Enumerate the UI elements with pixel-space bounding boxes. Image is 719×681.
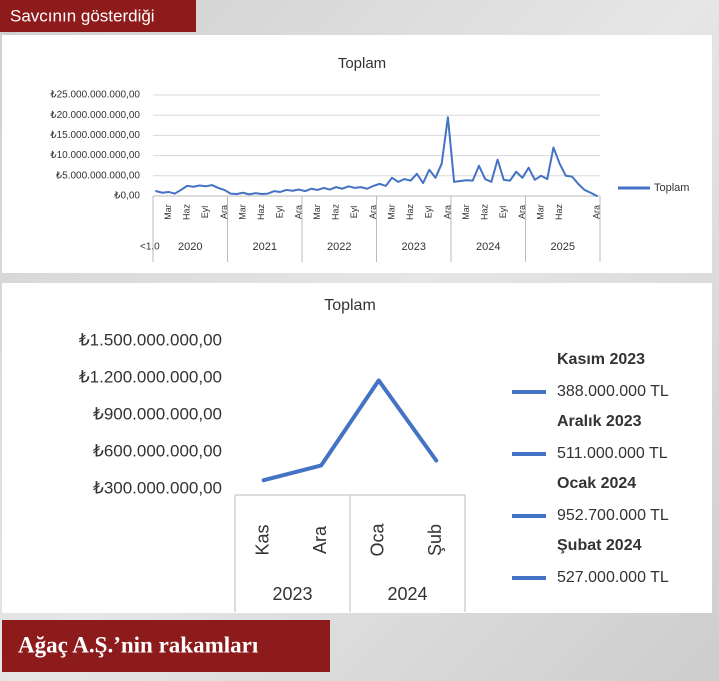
legend-label: 511.000.000 TL xyxy=(557,445,668,462)
footer-tag: Ağaç A.Ş.’nin rakamları xyxy=(18,632,259,657)
x-tick-label: Mar xyxy=(237,204,247,220)
x-group-label: 2024 xyxy=(476,241,500,253)
header-tag: Savcının gösterdiği xyxy=(10,6,155,25)
x-tick-label: Eyl xyxy=(349,206,359,219)
x-tick-label: Mar xyxy=(386,204,396,220)
x-tick-label: Mar xyxy=(163,204,173,220)
legend-label: 388.000.000 TL xyxy=(557,383,669,400)
x-tick-label: Kas xyxy=(253,524,273,555)
data-line xyxy=(261,378,439,483)
x-group-label: 2023 xyxy=(272,584,312,604)
y-tick-label: ₺5.000.000.000,00 xyxy=(56,170,141,181)
x-note: <1.0 xyxy=(140,242,160,253)
x-tick-label: Ara xyxy=(517,205,527,219)
x-tick-label: Haz xyxy=(554,204,564,221)
x-tick-label: Haz xyxy=(331,204,341,221)
x-tick-label: Mar xyxy=(461,204,471,220)
y-tick-label: ₺600.000.000,00 xyxy=(93,441,222,460)
x-tick-label: Ara xyxy=(368,205,378,219)
chart-title: Toplam xyxy=(324,297,376,314)
legend-title: Aralık 2023 xyxy=(557,413,642,430)
legend-label: Toplam xyxy=(654,182,689,194)
x-tick-label: Eyl xyxy=(275,206,285,219)
x-group-label: 2020 xyxy=(178,241,202,253)
x-tick-label: Eyl xyxy=(200,206,210,219)
y-tick-label: ₺900.000.000,00 xyxy=(93,404,222,423)
x-tick-label: Haz xyxy=(405,204,415,221)
data-line xyxy=(155,116,598,197)
tag-box xyxy=(0,0,196,32)
x-group-label: 2023 xyxy=(402,241,426,253)
x-group-label: 2025 xyxy=(551,241,575,253)
x-tick-label: Haz xyxy=(256,204,266,221)
y-tick-label: ₺300.000.000,00 xyxy=(93,478,222,497)
y-tick-label: ₺0,00 xyxy=(114,191,140,202)
panel xyxy=(2,35,712,273)
y-tick-label: ₺10.000.000.000,00 xyxy=(50,150,140,161)
x-tick-label: Mar xyxy=(312,204,322,220)
y-tick-label: ₺15.000.000.000,00 xyxy=(50,130,140,141)
y-tick-label: ₺20.000.000.000,00 xyxy=(50,110,140,121)
legend-title: Kasım 2023 xyxy=(557,351,645,368)
x-tick-label: Mar xyxy=(535,204,545,220)
x-tick-label: Haz xyxy=(182,204,192,221)
panel xyxy=(2,283,712,613)
x-group-label: 2021 xyxy=(253,241,277,253)
y-tick-label: ₺25.000.000.000,00 xyxy=(50,90,140,101)
x-tick-label: Ara xyxy=(442,205,452,219)
legend-title: Ocak 2024 xyxy=(557,475,636,492)
x-tick-label: Eyl xyxy=(424,206,434,219)
x-tick-label: Ara xyxy=(219,205,229,219)
x-tick-label: Oca xyxy=(368,523,388,557)
x-group-label: 2024 xyxy=(387,584,427,604)
tag-box xyxy=(2,620,330,672)
legend-label: 952.700.000 TL xyxy=(557,507,669,524)
chart-title: Toplam xyxy=(338,55,386,72)
x-tick-label: Ara xyxy=(591,205,601,219)
legend-label: 527.000.000 TL xyxy=(557,569,669,586)
x-tick-label: Haz xyxy=(480,204,490,221)
x-tick-label: Ara xyxy=(293,205,303,219)
x-group-label: 2022 xyxy=(327,241,351,253)
x-tick-label: Şub xyxy=(425,524,445,556)
y-tick-label: ₺1.500.000.000,00 xyxy=(79,330,222,349)
x-tick-label: Ara xyxy=(310,525,330,554)
x-tick-label: Eyl xyxy=(498,206,508,219)
legend-title: Şubat 2024 xyxy=(557,537,642,554)
y-tick-label: ₺1.200.000.000,00 xyxy=(79,367,222,386)
